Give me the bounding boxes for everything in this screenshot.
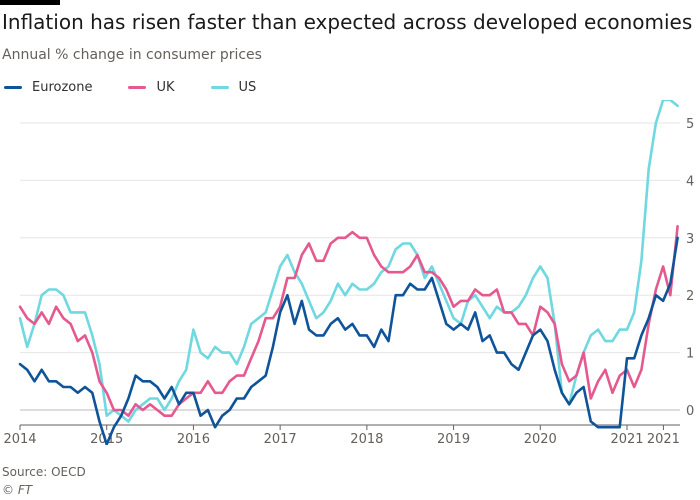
legend-item-uk: UK: [128, 80, 175, 95]
series-line-us: [18, 100, 679, 423]
y-tick-label-2: 2: [686, 289, 694, 304]
x-tick-label-2: 2016: [177, 432, 210, 445]
x-tick-label-8: 2021: [647, 432, 680, 445]
legend-label-us: US: [238, 80, 257, 95]
x-tick-label-4: 2018: [350, 432, 383, 445]
legend-item-eurozone: Eurozone: [4, 80, 92, 95]
x-tick-label-0: 2014: [3, 432, 36, 445]
legend-label-uk: UK: [156, 80, 175, 95]
x-tick-label-3: 2017: [264, 432, 297, 445]
y-tick-label-1: 1: [686, 347, 694, 362]
x-tick-label-7: 2021: [610, 432, 643, 445]
legend: Eurozone UK US: [4, 80, 292, 95]
legend-swatch-uk: [128, 86, 147, 89]
x-tick-label-6: 2020: [524, 432, 557, 445]
chart-title: Inflation has risen faster than expected…: [2, 10, 693, 34]
line-chart: 0 1 2 3 4 5 2014 2015 2016 2017 2018 2019 2020 2021 20…: [3, 100, 694, 445]
legend-swatch-us: [210, 86, 229, 89]
legend-swatch-eurozone: [4, 86, 22, 89]
series-line-eurozone: [18, 236, 679, 445]
legend-item-us: US: [210, 80, 257, 95]
x-tick-label-5: 2019: [437, 432, 470, 445]
y-tick-label-0: 0: [686, 404, 694, 419]
y-tick-label-4: 4: [686, 174, 694, 189]
x-tick-label-1: 2015: [90, 432, 123, 445]
chart-subtitle: Annual % change in consumer prices: [2, 47, 262, 63]
source-note: Source: OECD: [2, 465, 86, 479]
ft-top-bar: [0, 0, 60, 5]
legend-label-eurozone: Eurozone: [32, 80, 93, 95]
y-tick-label-5: 5: [686, 117, 694, 132]
series-line-uk: [18, 225, 679, 418]
y-tick-label-3: 3: [686, 232, 694, 247]
ft-credit: © FT: [2, 483, 33, 497]
